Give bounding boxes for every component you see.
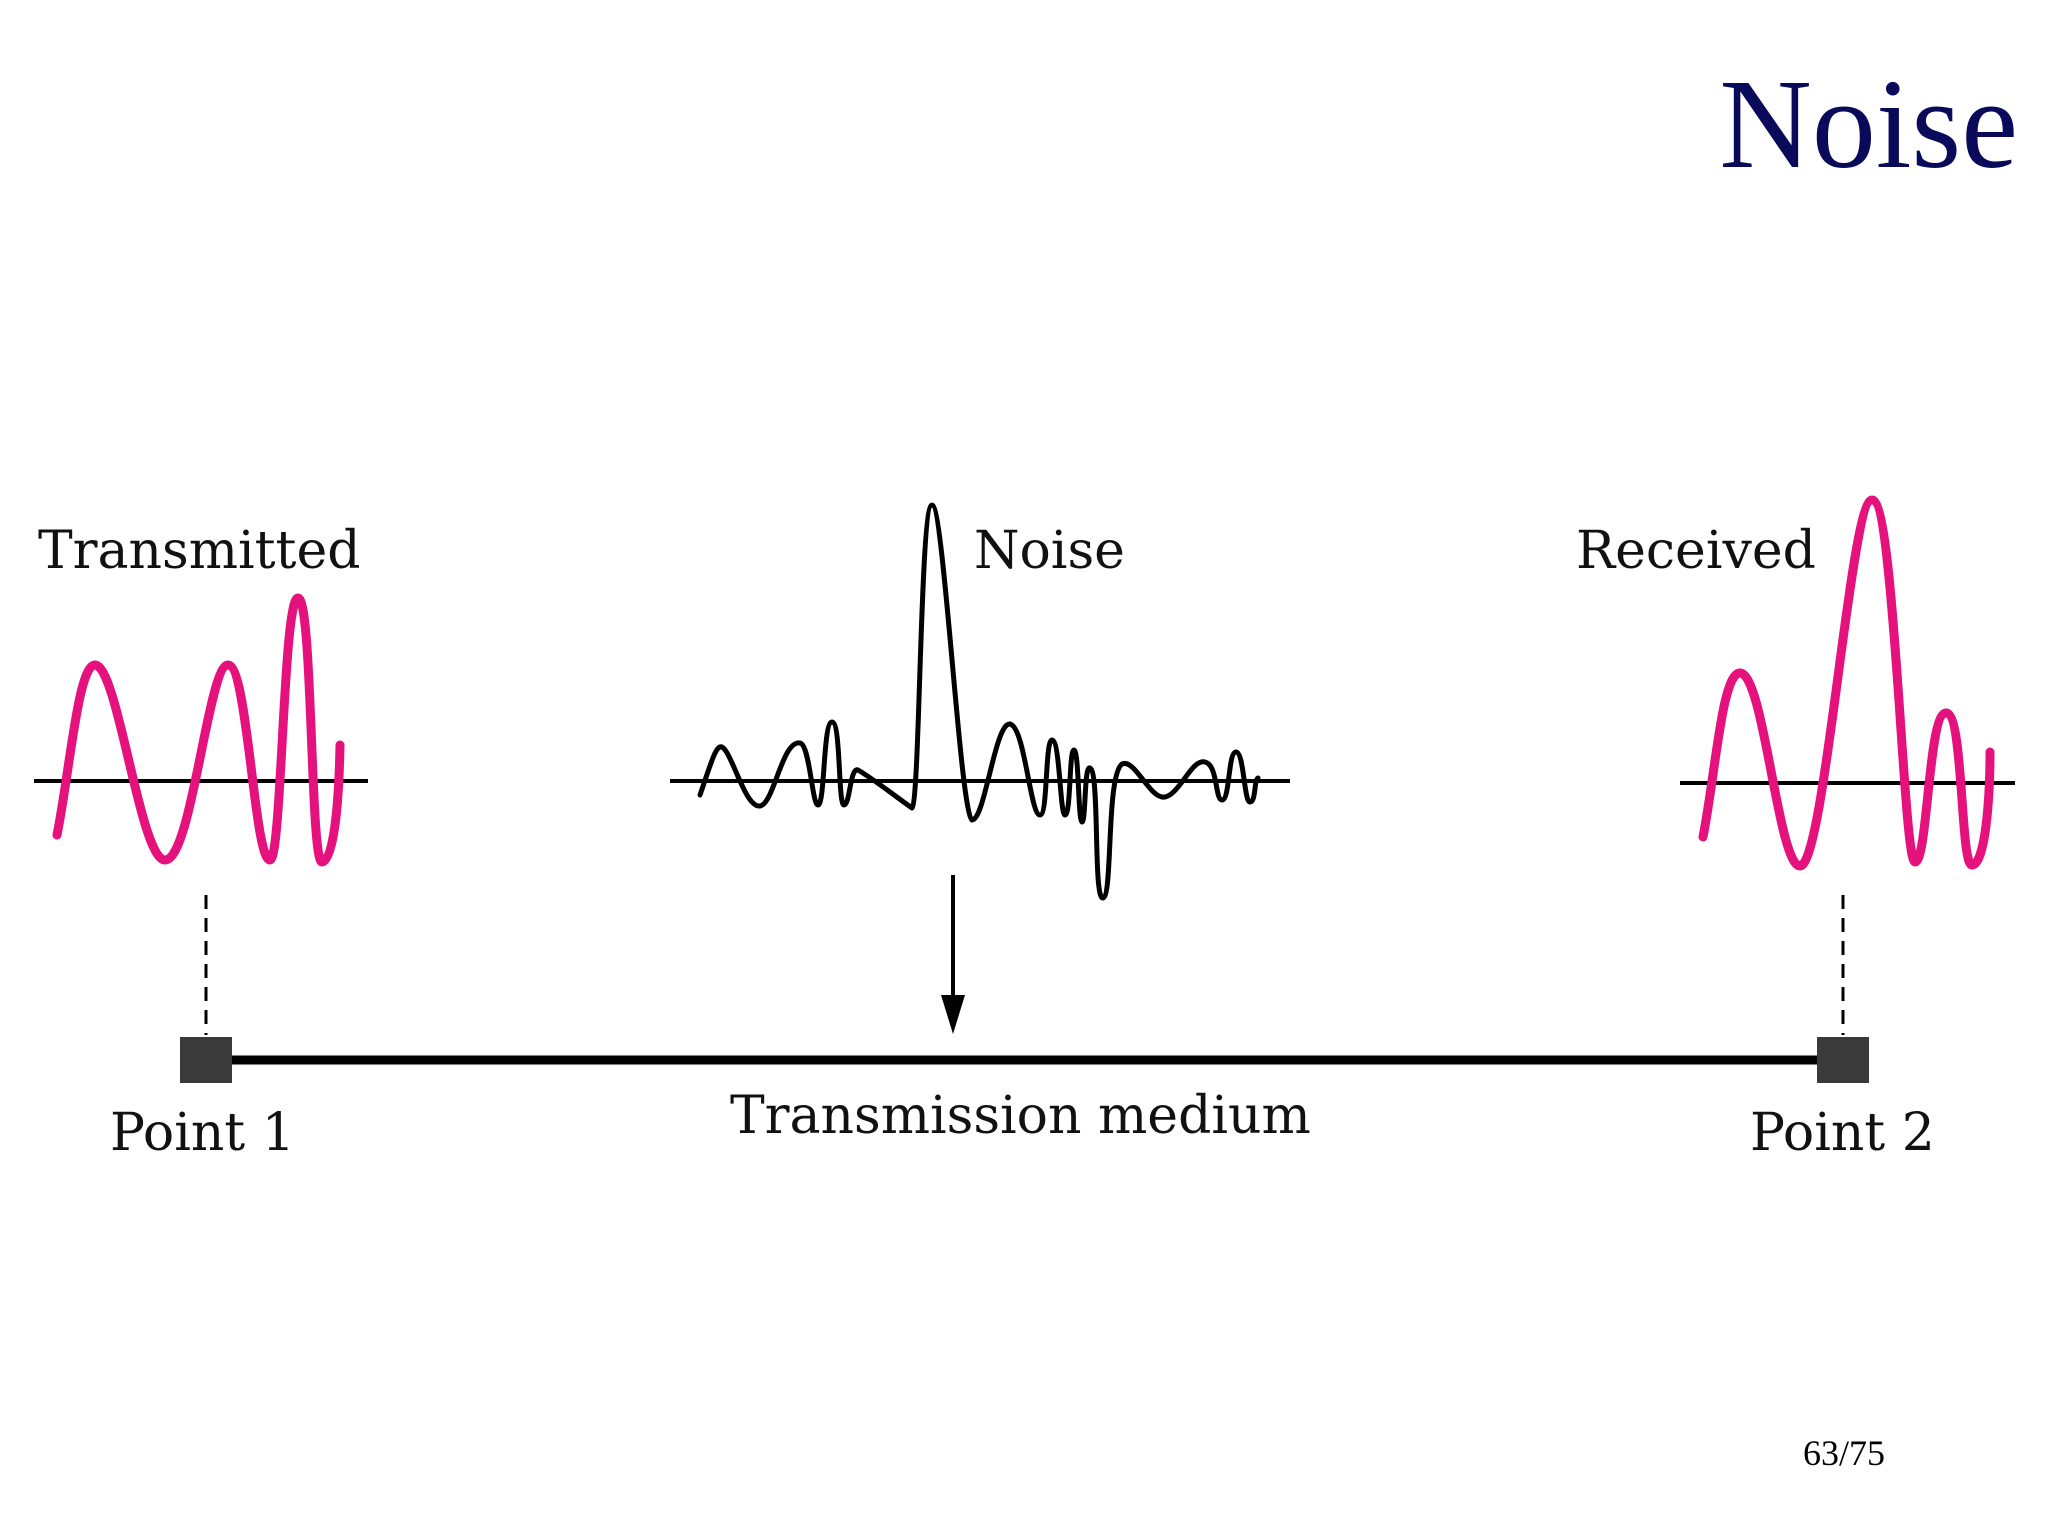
point2-label: Point 2 [1750, 1103, 1935, 1163]
page-number: 63/75 [1803, 1433, 1886, 1473]
point1-label: Point 1 [110, 1103, 295, 1163]
received-waveform [1698, 495, 1995, 871]
transmission-medium-label: Transmission medium [730, 1086, 1311, 1146]
noise-waveform [697, 502, 1261, 901]
point1-endpoint [180, 1037, 232, 1083]
noise-arrow-head [941, 995, 965, 1034]
noise-signal-group [670, 502, 1290, 1034]
noise-label: Noise [974, 521, 1125, 581]
point2-endpoint [1817, 1037, 1869, 1083]
slide-title: Noise [1719, 53, 2018, 195]
transmitted-signal-group [34, 593, 368, 867]
transmitted-label: Transmitted [38, 521, 361, 581]
received-signal-group [1680, 495, 2015, 871]
received-label: Received [1576, 521, 1816, 581]
transmitted-waveform [52, 593, 345, 867]
